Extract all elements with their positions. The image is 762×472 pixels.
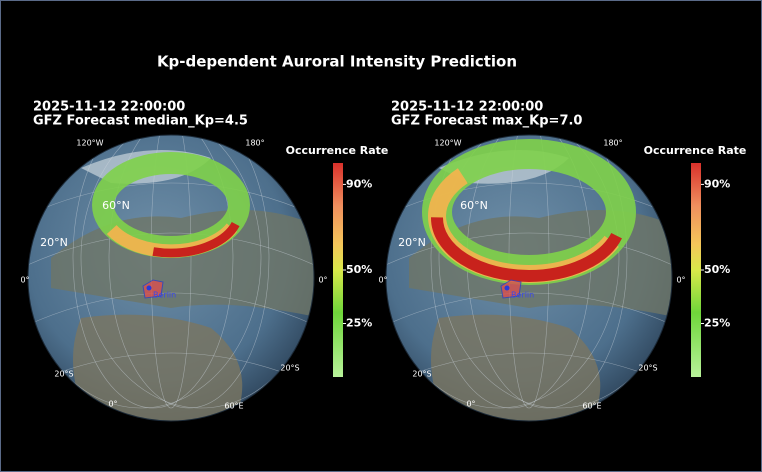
graticule-label: 20°S bbox=[638, 364, 657, 373]
graticule bbox=[386, 182, 672, 219]
city-dot bbox=[504, 285, 510, 291]
graticule bbox=[386, 135, 620, 409]
graticule-label: 0° bbox=[108, 400, 117, 409]
colorbar-tick-label: 50% bbox=[704, 263, 730, 276]
globe-outline bbox=[385, 134, 673, 422]
globe-outline bbox=[27, 134, 315, 422]
aurora-core bbox=[98, 164, 244, 258]
colorbar-tick-label: 90% bbox=[704, 177, 730, 190]
globe bbox=[386, 135, 672, 421]
graticule-label: 20°S bbox=[412, 370, 431, 379]
colorbar-tick-label: 25% bbox=[346, 317, 372, 330]
graticule bbox=[72, 135, 234, 409]
country-marker bbox=[142, 279, 164, 299]
graticule-label: 20°N bbox=[398, 236, 426, 249]
panel-subtitle: GFZ Forecast max_Kp=7.0 bbox=[391, 114, 582, 129]
city-label: Berlin bbox=[153, 291, 176, 300]
graticule-label: 120°W bbox=[434, 139, 461, 148]
graticule-label: 60°N bbox=[460, 199, 488, 212]
graticule-label: 180° bbox=[603, 139, 622, 148]
graticule bbox=[80, 135, 314, 409]
graticule-label: 180° bbox=[245, 139, 264, 148]
panel-subtitle: GFZ Forecast median_Kp=4.5 bbox=[33, 114, 248, 129]
graticule-label: 20°S bbox=[280, 364, 299, 373]
figure-title: Kp-dependent Auroral Intensity Predictio… bbox=[157, 53, 517, 71]
graticule-label: 60°N bbox=[102, 199, 130, 212]
graticule bbox=[28, 135, 262, 409]
graticule bbox=[108, 135, 270, 409]
city-dot bbox=[146, 285, 152, 291]
graticule-label: 0° bbox=[466, 400, 475, 409]
graticule-label: 0° bbox=[318, 276, 327, 285]
globe bbox=[28, 135, 314, 421]
graticule-label: 60°E bbox=[224, 402, 243, 411]
colorbar-tick-label: 90% bbox=[346, 177, 372, 190]
panel-timestamp: 2025-11-12 22:00:00 bbox=[391, 100, 543, 115]
graticule bbox=[28, 292, 314, 329]
colorbar-label: Occurrence Rate bbox=[644, 144, 747, 157]
colorbar-tick-label: 25% bbox=[704, 317, 730, 330]
graticule bbox=[150, 135, 192, 409]
colorbar bbox=[333, 163, 343, 377]
graticule-label: 0° bbox=[20, 276, 29, 285]
country-marker bbox=[500, 279, 522, 299]
graticule bbox=[28, 232, 314, 269]
graticule-label: 0° bbox=[378, 276, 387, 285]
colorbar-tick-label: 50% bbox=[346, 263, 372, 276]
colorbar bbox=[691, 163, 701, 377]
graticule bbox=[28, 182, 314, 219]
aurora-core bbox=[431, 154, 627, 282]
graticule bbox=[438, 135, 672, 409]
graticule-label: 120°W bbox=[76, 139, 103, 148]
colorbar-label: Occurrence Rate bbox=[286, 144, 389, 157]
graticule bbox=[386, 292, 672, 329]
graticule-label: 20°N bbox=[40, 236, 68, 249]
graticule-label: 20°S bbox=[54, 370, 73, 379]
graticule-label: 60°E bbox=[582, 402, 601, 411]
graticule bbox=[386, 232, 672, 269]
panel-timestamp: 2025-11-12 22:00:00 bbox=[33, 100, 185, 115]
graticule-label: 0° bbox=[676, 276, 685, 285]
city-label: Berlin bbox=[511, 291, 534, 300]
